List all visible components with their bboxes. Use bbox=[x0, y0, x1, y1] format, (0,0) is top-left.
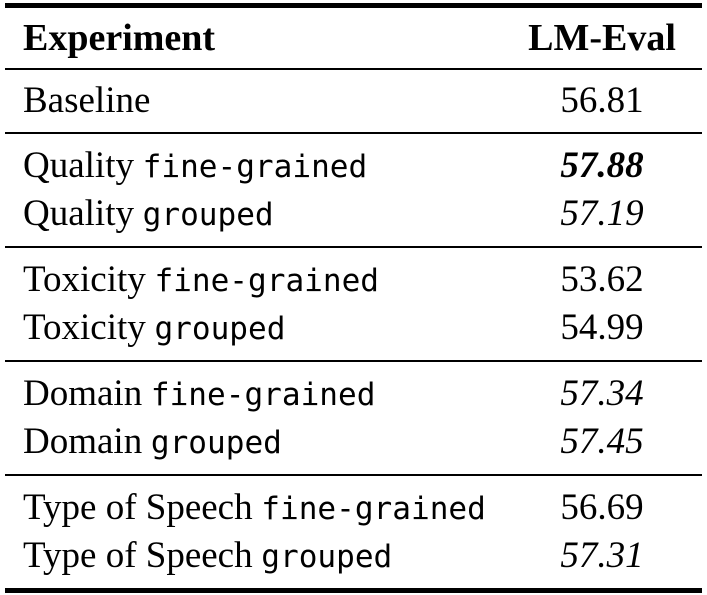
section-divider-rule bbox=[5, 474, 702, 476]
section-quality: Quality fine-grained 57.88 Quality grouped… bbox=[5, 134, 702, 246]
experiment-cell: Quality fine-grained bbox=[5, 142, 502, 191]
experiment-cell: Type of Speech fine-grained bbox=[5, 484, 502, 533]
table-row: Domain grouped 57.45 bbox=[5, 418, 702, 466]
lm-eval-value: 57.31 bbox=[560, 535, 644, 576]
experiment-variant-mono: grouped bbox=[261, 538, 393, 575]
experiment-name: Toxicity bbox=[23, 258, 146, 300]
experiment-name: Quality bbox=[23, 192, 134, 234]
experiment-cell: Toxicity fine-grained bbox=[5, 256, 502, 305]
table-row: Type of Speech fine-grained 56.69 bbox=[5, 484, 702, 532]
lm-eval-value: 57.88 bbox=[560, 145, 644, 186]
experiment-name: Toxicity bbox=[23, 306, 146, 348]
table-row: Type of Speech grouped 57.31 bbox=[5, 532, 702, 580]
experiment-variant-mono: grouped bbox=[150, 424, 282, 461]
experiment-cell: Quality grouped bbox=[5, 190, 502, 239]
experiment-name: Baseline bbox=[23, 80, 151, 121]
experiment-name: Quality bbox=[23, 144, 134, 186]
experiment-cell: Domain fine-grained bbox=[5, 370, 502, 419]
experiment-variant-mono: fine-grained bbox=[142, 148, 368, 185]
column-header-experiment: Experiment bbox=[23, 17, 216, 59]
lm-eval-value: 54.99 bbox=[560, 307, 644, 348]
lm-eval-value: 57.34 bbox=[560, 373, 644, 414]
section-divider-rule bbox=[5, 360, 702, 362]
table-row: Baseline 56.81 bbox=[5, 77, 702, 125]
table-row: Toxicity fine-grained 53.62 bbox=[5, 256, 702, 304]
experiment-variant-mono: fine-grained bbox=[150, 376, 376, 413]
experiment-name: Domain bbox=[23, 372, 143, 414]
section-type-of-speech: Type of Speech fine-grained 56.69 Type of… bbox=[5, 476, 702, 588]
experiment-cell: Domain grouped bbox=[5, 418, 502, 467]
results-table: Experiment LM-Eval Baseline 56.81 Qualit… bbox=[5, 3, 702, 593]
section-divider-rule bbox=[5, 132, 702, 134]
experiment-cell: Type of Speech grouped bbox=[5, 532, 502, 581]
header-separator-rule bbox=[5, 68, 702, 70]
experiment-name: Type of Speech bbox=[23, 486, 253, 528]
lm-eval-value: 56.69 bbox=[560, 487, 644, 528]
experiment-name: Type of Speech bbox=[23, 534, 253, 576]
lm-eval-value: 53.62 bbox=[560, 259, 644, 300]
section-toxicity: Toxicity fine-grained 53.62 Toxicity group… bbox=[5, 248, 702, 360]
experiment-variant-mono: fine-grained bbox=[154, 262, 379, 299]
lm-eval-value: 57.19 bbox=[560, 193, 644, 234]
lm-eval-value: 56.81 bbox=[560, 80, 644, 121]
section-divider-rule bbox=[5, 246, 702, 248]
header-row: Experiment LM-Eval bbox=[5, 8, 702, 68]
top-rule bbox=[5, 3, 702, 8]
section-baseline: Baseline 56.81 bbox=[5, 70, 702, 132]
table-row: Toxicity grouped 54.99 bbox=[5, 304, 702, 352]
table-row: Quality fine-grained 57.88 bbox=[5, 142, 702, 190]
section-domain: Domain fine-grained 57.34 Domain grouped 5… bbox=[5, 362, 702, 474]
bottom-rule bbox=[5, 588, 702, 593]
column-header-lm-eval: LM-Eval bbox=[528, 17, 676, 59]
table-row: Domain fine-grained 57.34 bbox=[5, 370, 702, 418]
table-row: Quality grouped 57.19 bbox=[5, 190, 702, 238]
lm-eval-value: 57.45 bbox=[560, 421, 644, 462]
experiment-variant-mono: grouped bbox=[142, 196, 274, 233]
experiment-cell: Baseline bbox=[5, 77, 502, 125]
experiment-cell: Toxicity grouped bbox=[5, 304, 502, 353]
table-body: Baseline 56.81 Quality fine-grained 57.88… bbox=[5, 70, 702, 588]
experiment-name: Domain bbox=[23, 420, 143, 462]
experiment-variant-mono: grouped bbox=[154, 310, 286, 347]
experiment-variant-mono: fine-grained bbox=[261, 490, 486, 527]
